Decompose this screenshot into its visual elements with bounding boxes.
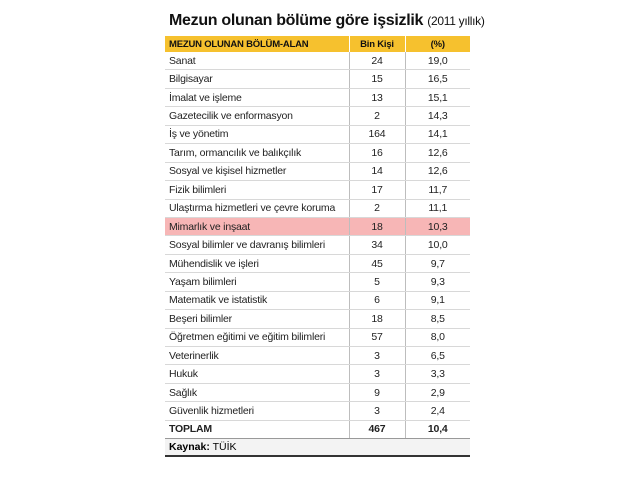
column-header-percent: (%) xyxy=(405,36,470,52)
row-percent: 14,3 xyxy=(405,106,470,126)
table-row: Güvenlik hizmetleri 3 2,4 xyxy=(165,401,470,421)
row-count: 13 xyxy=(349,88,406,108)
table-row: Hukuk 3 3,3 xyxy=(165,364,470,384)
row-count: 18 xyxy=(349,217,406,237)
row-count: 3 xyxy=(349,364,406,384)
row-count: 18 xyxy=(349,309,406,329)
table-row: Veterinerlik 3 6,5 xyxy=(165,346,470,366)
row-field-name: Fizik bilimleri xyxy=(165,180,350,200)
row-field-name: Mimarlık ve inşaat xyxy=(165,217,350,237)
row-count: 16 xyxy=(349,143,406,163)
row-count: 2 xyxy=(349,106,406,126)
row-percent: 11,1 xyxy=(405,199,470,218)
row-count: 3 xyxy=(349,346,406,366)
row-field-name: TOPLAM xyxy=(165,420,350,440)
row-field-name: Sanat xyxy=(165,52,350,71)
row-field-name: Güvenlik hizmetleri xyxy=(165,401,350,421)
row-field-name: Matematik ve istatistik xyxy=(165,291,350,311)
row-field-name: Sosyal bilimler ve davranış bilimleri xyxy=(165,235,350,255)
table-row: Sosyal ve kişisel hizmetler 14 12,6 xyxy=(165,162,470,182)
row-count: 57 xyxy=(349,328,406,348)
row-percent: 12,6 xyxy=(405,162,470,182)
row-field-name: Ulaştırma hizmetleri ve çevre koruma xyxy=(165,199,350,218)
table-row: İmalat ve işleme 13 15,1 xyxy=(165,88,470,108)
table-row: Beşeri bilimler 18 8,5 xyxy=(165,309,470,329)
table-row: Bilgisayar 15 16,5 xyxy=(165,69,470,89)
row-count: 24 xyxy=(349,52,406,71)
column-header-field: MEZUN OLUNAN BÖLÜM-ALAN xyxy=(165,36,350,52)
table-row: Mühendislik ve işleri 45 9,7 xyxy=(165,254,470,274)
row-percent: 12,6 xyxy=(405,143,470,163)
table-row: Fizik bilimleri 17 11,7 xyxy=(165,180,470,200)
table-row: Mimarlık ve inşaat 18 10,3 xyxy=(165,217,470,237)
row-field-name: Gazetecilik ve enformasyon xyxy=(165,106,350,126)
source-label: Kaynak: xyxy=(169,441,210,454)
row-field-name: İş ve yönetim xyxy=(165,125,350,145)
row-percent: 6,5 xyxy=(405,346,470,366)
source-value: TÜİK xyxy=(212,441,237,454)
row-percent: 8,5 xyxy=(405,309,470,329)
row-count: 3 xyxy=(349,401,406,421)
row-field-name: Sosyal ve kişisel hizmetler xyxy=(165,162,350,182)
row-percent: 14,1 xyxy=(405,125,470,145)
row-percent: 9,1 xyxy=(405,291,470,311)
row-field-name: Veterinerlik xyxy=(165,346,350,366)
row-percent: 10,3 xyxy=(405,217,470,237)
row-field-name: Öğretmen eğitimi ve eğitim bilimleri xyxy=(165,328,350,348)
row-count: 14 xyxy=(349,162,406,182)
row-field-name: Mühendislik ve işleri xyxy=(165,254,350,274)
table-row: İş ve yönetim 164 14,1 xyxy=(165,125,470,145)
row-field-name: Tarım, ormancılık ve balıkçılık xyxy=(165,143,350,163)
table-row: Yaşam bilimleri 5 9,3 xyxy=(165,272,470,292)
row-percent: 2,4 xyxy=(405,401,470,421)
table-row: Ulaştırma hizmetleri ve çevre koruma 2 11,… xyxy=(165,199,470,218)
table-row: Sosyal bilimler ve davranış bilimleri 34 1… xyxy=(165,235,470,255)
row-percent: 10,4 xyxy=(405,420,470,440)
row-count: 34 xyxy=(349,235,406,255)
row-field-name: Sağlık xyxy=(165,383,350,403)
table-row: Matematik ve istatistik 6 9,1 xyxy=(165,291,470,311)
table-body: Sanat 24 19,0 Bilgisayar 15 16,5 İmalat ve işl… xyxy=(165,52,470,440)
row-percent: 9,7 xyxy=(405,254,470,274)
table-row: Öğretmen eğitimi ve eğitim bilimleri 57 8,… xyxy=(165,328,470,348)
row-percent: 8,0 xyxy=(405,328,470,348)
row-percent: 15,1 xyxy=(405,88,470,108)
row-percent: 10,0 xyxy=(405,235,470,255)
unemployment-table: MEZUN OLUNAN BÖLÜM-ALAN Bin Kişi (%) San… xyxy=(165,36,470,440)
row-percent: 19,0 xyxy=(405,52,470,71)
page-title: Mezun olunan bölüme göre işsizlik (2011 … xyxy=(169,12,485,30)
row-count: 9 xyxy=(349,383,406,403)
table-row: Sanat 24 19,0 xyxy=(165,52,470,71)
row-count: 5 xyxy=(349,272,406,292)
column-header-count: Bin Kişi xyxy=(349,36,406,52)
row-percent: 16,5 xyxy=(405,69,470,89)
table-row: Gazetecilik ve enformasyon 2 14,3 xyxy=(165,106,470,126)
row-field-name: İmalat ve işleme xyxy=(165,88,350,108)
row-field-name: Hukuk xyxy=(165,364,350,384)
row-percent: 3,3 xyxy=(405,364,470,384)
row-count: 45 xyxy=(349,254,406,274)
row-percent: 9,3 xyxy=(405,272,470,292)
total-row: TOPLAM 467 10,4 xyxy=(165,420,470,440)
row-count: 164 xyxy=(349,125,406,145)
source-note: Kaynak: TÜİK xyxy=(165,439,470,458)
row-field-name: Beşeri bilimler xyxy=(165,309,350,329)
title-subtitle: (2011 yıllık) xyxy=(427,14,485,28)
table-header-row: MEZUN OLUNAN BÖLÜM-ALAN Bin Kişi (%) xyxy=(165,36,470,52)
row-field-name: Bilgisayar xyxy=(165,69,350,89)
row-percent: 2,9 xyxy=(405,383,470,403)
table-row: Tarım, ormancılık ve balıkçılık 16 12,6 xyxy=(165,143,470,163)
row-count: 6 xyxy=(349,291,406,311)
row-percent: 11,7 xyxy=(405,180,470,200)
table-row: Sağlık 9 2,9 xyxy=(165,383,470,403)
row-count: 2 xyxy=(349,199,406,218)
row-count: 15 xyxy=(349,69,406,89)
row-count: 17 xyxy=(349,180,406,200)
table-card: Mezun olunan bölüme göre işsizlik (2011 … xyxy=(165,12,485,458)
row-count: 467 xyxy=(349,420,406,440)
title-text: Mezun olunan bölüme göre işsizlik xyxy=(169,12,424,29)
row-field-name: Yaşam bilimleri xyxy=(165,272,350,292)
